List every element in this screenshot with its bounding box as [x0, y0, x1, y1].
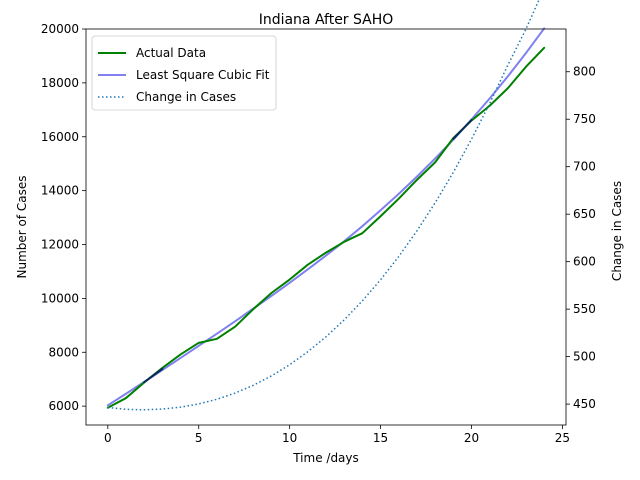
x-tick-label: 20	[464, 431, 479, 445]
legend-label-actual: Actual Data	[136, 46, 206, 60]
y2-tick-label: 800	[573, 65, 596, 79]
legend-label-change: Change in Cases	[136, 90, 236, 104]
chart-title: Indiana After SAHO	[259, 12, 394, 28]
x-tick-label: 5	[195, 431, 203, 445]
x-axis-title: Time /days	[292, 451, 359, 465]
y2-tick-label: 450	[573, 397, 596, 411]
y-tick-label: 16000	[41, 130, 79, 144]
y2-tick-label: 750	[573, 112, 596, 126]
legend-label-fit: Least Square Cubic Fit	[136, 68, 270, 82]
series-overlap-segment	[452, 119, 473, 140]
x-axis-ticks: 0 5 10 15 20 25	[104, 425, 570, 445]
y-tick-label: 10000	[41, 291, 79, 305]
x-tick-label: 10	[282, 431, 297, 445]
x-tick-label: 0	[104, 431, 112, 445]
y2-axis-ticks: 450 500 550 600 650 700 750 800	[566, 65, 596, 411]
series-layer	[106, 0, 546, 411]
y-tick-label: 14000	[41, 184, 79, 198]
y-tick-label: 18000	[41, 76, 79, 90]
series-line-2	[107, 0, 540, 411]
y2-tick-label: 500	[573, 350, 596, 364]
y-axis-title: Number of Cases	[15, 175, 29, 278]
x-tick-label: 15	[373, 431, 388, 445]
y2-tick-label: 650	[573, 207, 596, 221]
y-tick-label: 12000	[41, 238, 79, 252]
y-tick-label: 20000	[41, 22, 79, 36]
y2-tick-label: 700	[573, 160, 596, 174]
y2-tick-label: 550	[573, 302, 596, 316]
legend: Actual Data Least Square Cubic Fit Chang…	[91, 35, 277, 111]
y2-tick-label: 600	[573, 255, 596, 269]
y-tick-label: 8000	[48, 345, 79, 359]
y2-axis-title: Change in Cases	[610, 181, 624, 281]
x-tick-label: 25	[555, 431, 570, 445]
series-overlap-segment	[143, 367, 164, 384]
y-tick-label: 6000	[48, 399, 79, 413]
legend-box	[91, 35, 277, 111]
plot-frame	[85, 28, 567, 426]
y-axis-ticks: 6000 8000 10000 12000 14000 16000 18000 20000	[41, 22, 86, 413]
